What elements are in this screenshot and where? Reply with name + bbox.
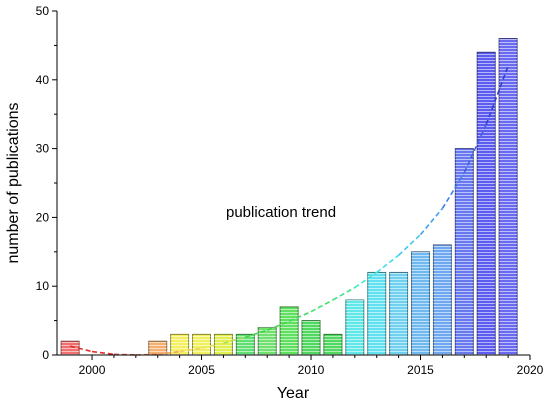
trend-segment (91, 350, 115, 356)
bar-2019 (498, 38, 518, 356)
bar-2006 (213, 333, 233, 356)
bars (60, 38, 518, 356)
trend-line (69, 65, 509, 356)
trend-segment (310, 299, 334, 313)
bar-2007 (235, 333, 255, 356)
bar-2005 (192, 333, 212, 356)
y-tick-label: 30 (36, 142, 50, 156)
y-tick-label: 20 (36, 210, 50, 224)
bar-2014 (389, 271, 409, 356)
x-tick-label: 2020 (517, 363, 544, 377)
trend-segment (157, 350, 180, 356)
trend-segment (441, 172, 465, 209)
trend-segment (201, 342, 224, 349)
trend-segment (332, 286, 356, 301)
trend-segment (69, 345, 93, 353)
bar-2015 (411, 251, 430, 356)
bar-2018 (476, 51, 496, 356)
x-axis-title: Year (277, 385, 310, 402)
bar-2004 (170, 333, 190, 356)
x-tick-label: 2015 (407, 363, 434, 377)
trend-segment (266, 320, 290, 331)
trend-annotation: publication trend (226, 204, 336, 221)
x-ticks: 2000 2005 2010 2015 2020 (79, 355, 544, 377)
y-ticks: 0 10 20 30 40 50 (36, 4, 57, 362)
trend-segment (376, 254, 400, 274)
x-tick-label: 2005 (188, 363, 215, 377)
trend-segment (245, 329, 268, 338)
trend-segment (398, 234, 422, 256)
bar-2011 (323, 333, 343, 356)
trend-segment (419, 207, 444, 236)
bar-2010 (301, 320, 321, 356)
trend-segment (485, 65, 509, 125)
trend-segment (223, 336, 246, 345)
trend-segment (179, 347, 202, 353)
bar-2017 (454, 148, 474, 356)
x-tick-label: 2000 (79, 363, 106, 377)
trend-segment (354, 271, 378, 289)
bar-1999 (60, 340, 80, 356)
trend-segment (463, 124, 487, 174)
y-axis-title: number of publications (5, 103, 22, 264)
x-tick-label: 2010 (298, 363, 325, 377)
y-tick-label: 50 (36, 4, 50, 18)
bar-2013 (367, 271, 387, 356)
y-tick-label: 10 (36, 279, 50, 293)
y-tick-label: 40 (36, 73, 50, 87)
trend-segment (288, 310, 312, 323)
bar-2012 (345, 299, 365, 356)
bar-2009 (279, 306, 299, 356)
bar-2003 (148, 340, 168, 356)
bar-2016 (432, 244, 452, 356)
y-tick-label: 0 (42, 348, 49, 362)
bar-2008 (257, 326, 277, 356)
